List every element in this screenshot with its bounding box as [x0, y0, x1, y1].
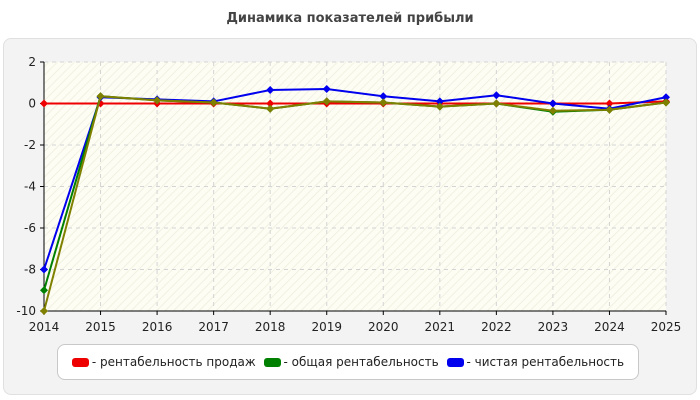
- data-point-sales: [605, 99, 614, 108]
- x-tick-label: 2014: [29, 320, 60, 334]
- data-point-net: [662, 93, 670, 102]
- y-tick-label: -10: [16, 304, 36, 318]
- data-point-sales: [266, 99, 275, 108]
- x-tick-label: 2022: [481, 320, 512, 334]
- x-tick-label: 2024: [594, 320, 625, 334]
- y-tick-label: -8: [24, 263, 36, 277]
- data-point-overlay: [266, 104, 275, 113]
- data-point-net: [492, 91, 501, 100]
- legend-label-total: - общая рентабельность: [283, 355, 439, 369]
- data-point-overlay: [379, 98, 388, 107]
- data-point-overlay: [153, 96, 162, 105]
- legend-item-sales[interactable]: - рентабельность продаж: [71, 355, 256, 369]
- data-point-overlay: [492, 99, 501, 108]
- x-tick-label: 2020: [368, 320, 399, 334]
- x-tick-label: 2015: [85, 320, 116, 334]
- legend-swatch-total: [263, 357, 281, 367]
- y-tick-label: 2: [28, 55, 36, 69]
- data-point-overlay: [605, 105, 614, 114]
- data-point-overlay: [548, 106, 557, 115]
- data-point-sales: [40, 99, 48, 108]
- x-tick-label: 2018: [255, 320, 286, 334]
- data-point-net: [322, 84, 331, 93]
- data-point-overlay: [209, 98, 218, 107]
- legend-item-net[interactable]: - чистая рентабельность: [446, 355, 625, 369]
- data-point-overlay: [322, 97, 331, 106]
- legend-swatch-net: [446, 357, 464, 367]
- data-point-net: [435, 97, 444, 106]
- data-point-overlay: [662, 98, 670, 107]
- y-tick-label: -2: [24, 138, 36, 152]
- data-point-total: [40, 286, 48, 295]
- data-point-net: [40, 265, 48, 274]
- data-point-overlay: [96, 92, 105, 101]
- x-tick-label: 2016: [142, 320, 173, 334]
- legend-item-total[interactable]: - общая рентабельность: [263, 355, 439, 369]
- x-tick-label: 2025: [651, 320, 682, 334]
- chart-legend: - рентабельность продаж - общая рентабел…: [57, 344, 639, 380]
- data-point-net: [548, 99, 557, 108]
- x-tick-label: 2017: [198, 320, 229, 334]
- data-point-overlay: [435, 102, 444, 111]
- x-tick-label: 2019: [311, 320, 342, 334]
- data-point-net: [266, 86, 275, 95]
- x-tick-label: 2021: [425, 320, 456, 334]
- legend-label-net: - чистая рентабельность: [466, 355, 625, 369]
- x-tick-label: 2023: [538, 320, 569, 334]
- y-tick-label: -6: [24, 221, 36, 235]
- data-point-net: [379, 92, 388, 101]
- chart-title: Динамика показателей прибыли: [226, 11, 474, 26]
- series-line-overlay: [43, 95, 667, 312]
- legend-swatch-sales: [71, 357, 89, 367]
- y-tick-label: 0: [28, 97, 36, 111]
- data-point-overlay: [40, 307, 48, 315]
- y-tick-label: -4: [24, 180, 36, 194]
- legend-label-sales: - рентабельность продаж: [91, 355, 256, 369]
